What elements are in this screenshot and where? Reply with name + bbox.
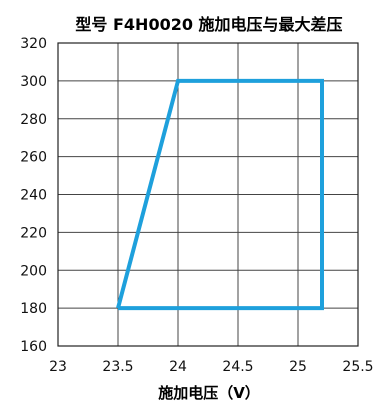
y-tick-label: 320 <box>20 36 47 52</box>
x-tick-label: 24 <box>169 359 187 375</box>
x-tick-label: 25.5 <box>342 359 373 375</box>
x-tick-label: 23 <box>49 359 67 375</box>
chart-title: 型号 F4H0020 施加电压与最大差压 <box>75 15 342 34</box>
plot-frame <box>57 42 359 347</box>
x-tick-label: 25 <box>289 359 307 375</box>
y-tick-label: 220 <box>20 225 47 241</box>
series-layer <box>116 78 324 311</box>
y-tick-label: 300 <box>20 74 47 90</box>
y-tick-label: 260 <box>20 150 47 166</box>
y-tick-label: 160 <box>20 339 47 355</box>
y-tick-label: 200 <box>20 263 47 279</box>
x-tick-labels: 23 23.5 24 24.5 25 25.5 <box>49 359 374 375</box>
x-tick-label: 24.5 <box>222 359 253 375</box>
y-tick-label: 280 <box>20 112 47 128</box>
grid <box>57 42 359 347</box>
y-tick-label: 180 <box>20 301 47 317</box>
y-tick-labels: 160 180 200 220 240 260 280 300 320 <box>20 36 47 355</box>
x-tick-label: 23.5 <box>102 359 133 375</box>
x-axis-label: 施加电压（V） <box>158 384 260 402</box>
y-tick-label: 240 <box>20 188 47 204</box>
series-line <box>116 78 324 311</box>
